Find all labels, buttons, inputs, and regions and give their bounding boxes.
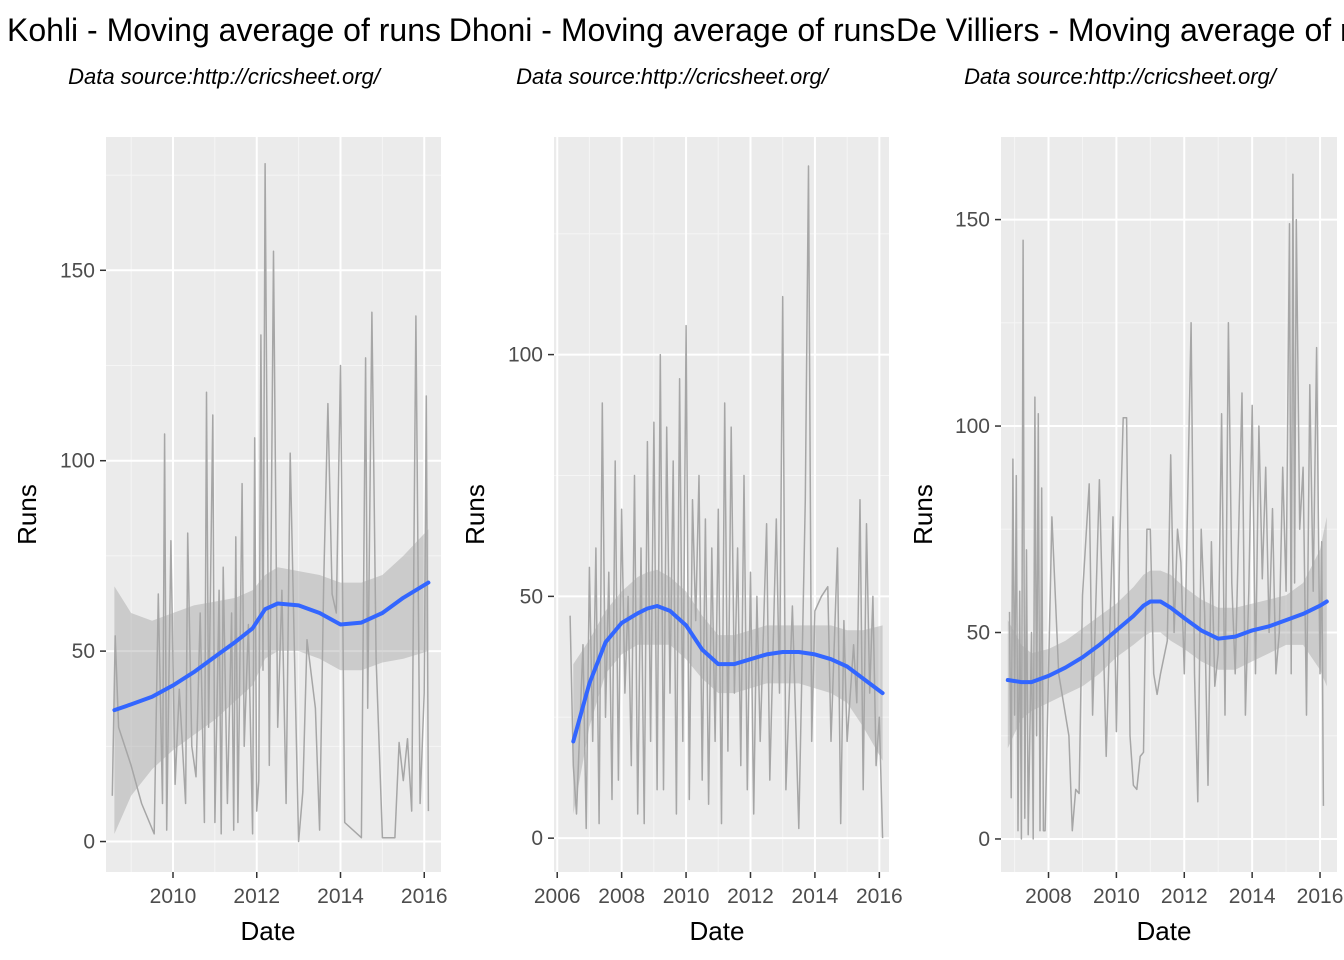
chart-subtitle-devilliers: Data source:http://cricsheet.org/ <box>964 64 1276 89</box>
y-tick-label-kohli: 0 <box>83 831 95 854</box>
chart-subtitle-kohli: Data source:http://cricsheet.org/ <box>68 64 380 89</box>
x-tick-label-dhoni: 2012 <box>727 885 774 908</box>
chart-title-kohli: Kohli - Moving average of runs <box>7 12 441 48</box>
y-tick-label-dhoni: 100 <box>508 344 543 367</box>
y-tick-label-dhoni: 0 <box>531 827 543 850</box>
x-tick-label-dhoni: 2006 <box>534 885 581 908</box>
y-tick-label-devilliers: 50 <box>967 622 990 645</box>
x-tick-label-kohli: 2012 <box>233 885 280 908</box>
y-tick-label-kohli: 100 <box>60 450 95 473</box>
trend-line-kohli <box>112 580 431 713</box>
x-tick-label-devilliers: 2016 <box>1297 885 1344 908</box>
chart-title-devilliers: De Villiers - Moving average of runs <box>896 12 1344 48</box>
trend-line-devilliers <box>1005 599 1329 685</box>
chart-title-dhoni: Dhoni - Moving average of runs <box>448 12 896 48</box>
x-tick-label-dhoni: 2016 <box>856 885 903 908</box>
confidence-band-kohli <box>114 529 429 834</box>
x-axis-label-dhoni: Date <box>690 916 745 946</box>
chart-subtitle-dhoni: Data source:http://cricsheet.org/ <box>516 64 828 89</box>
x-tick-label-devilliers: 2014 <box>1229 885 1276 908</box>
y-tick-label-devilliers: 0 <box>978 828 990 851</box>
y-axis-label-kohli: Runs <box>12 484 42 545</box>
x-tick-label-kohli: 2014 <box>317 885 364 908</box>
x-tick-label-dhoni: 2014 <box>792 885 839 908</box>
y-tick-label-devilliers: 150 <box>955 209 990 232</box>
x-tick-label-kohli: 2016 <box>401 885 448 908</box>
x-tick-label-kohli: 2010 <box>150 885 197 908</box>
y-tick-label-kohli: 50 <box>72 640 95 663</box>
y-axis-label-dhoni: Runs <box>460 484 490 545</box>
x-tick-label-dhoni: 2008 <box>598 885 645 908</box>
runs-line-devilliers <box>1008 173 1325 840</box>
x-tick-label-devilliers: 2010 <box>1093 885 1140 908</box>
y-tick-label-devilliers: 100 <box>955 415 990 438</box>
runs-line-kohli <box>111 162 430 843</box>
y-axis-label-devilliers: Runs <box>908 484 938 545</box>
x-axis-label-devilliers: Date <box>1137 916 1192 946</box>
y-tick-label-kohli: 150 <box>60 259 95 282</box>
y-tick-label-dhoni: 50 <box>520 585 543 608</box>
x-axis-label-kohli: Date <box>241 916 296 946</box>
runs-line-dhoni <box>569 165 884 839</box>
panel-background-devilliers <box>1001 137 1337 872</box>
x-tick-label-devilliers: 2012 <box>1161 885 1208 908</box>
x-tick-label-dhoni: 2010 <box>663 885 710 908</box>
trend-line-dhoni <box>571 604 885 744</box>
x-tick-label-devilliers: 2008 <box>1025 885 1072 908</box>
